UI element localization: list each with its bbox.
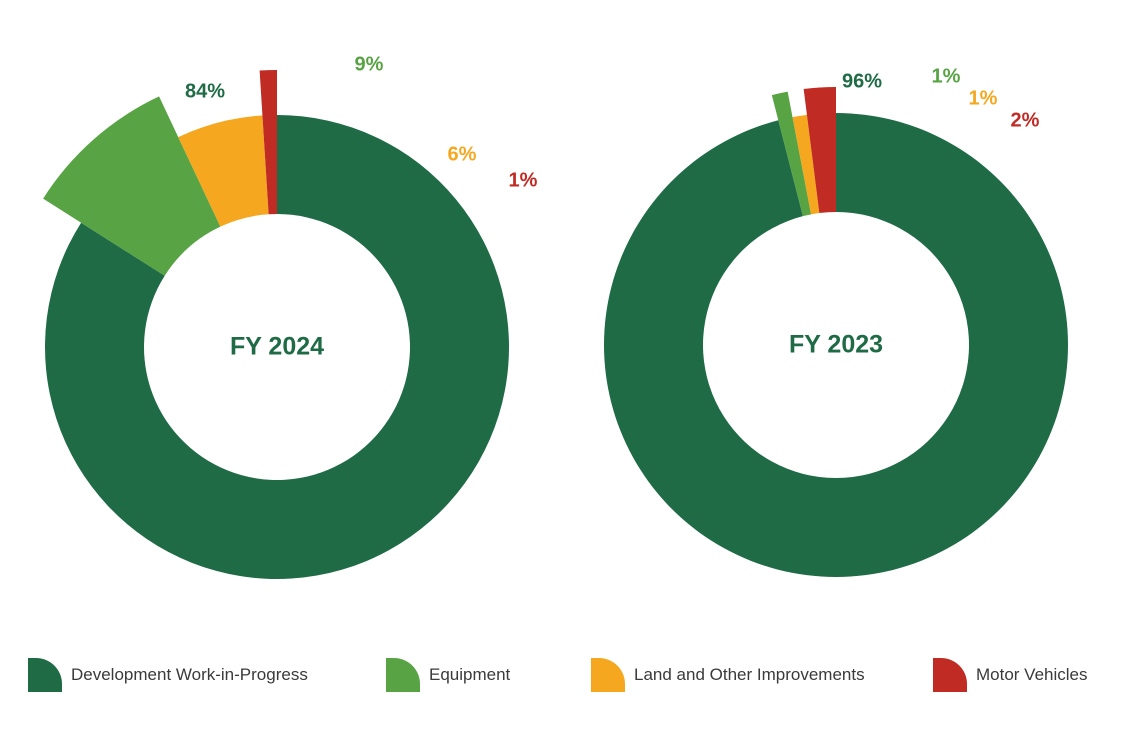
data-label-fy-2023-land-and-other-improvements: 1% [969, 87, 998, 109]
center-label-fy-2024: FY 2024 [230, 333, 324, 361]
legend-item-land-and-other-improvements: Land and Other Improvements [591, 658, 865, 692]
center-label-fy-2023: FY 2023 [789, 331, 883, 359]
slice-fy-2024-land-and-other-improvements [178, 115, 269, 227]
slice-fy-2023-land-and-other-improvements [792, 114, 820, 215]
data-label-fy-2023-development-work-in-progress: 96% [842, 70, 882, 92]
legend-item-motor-vehicles: Motor Vehicles [933, 658, 1088, 692]
donut-charts: 84% 9% 6% 1% FY 2024 96% 1% 1% 2% FY 2023 [43, 53, 1068, 579]
slice-fy-2024-motor-vehicles [259, 70, 277, 215]
data-label-fy-2024-motor-vehicles: 1% [509, 169, 538, 191]
data-label-fy-2023-motor-vehicles: 2% [1011, 109, 1040, 131]
slice-fy-2024-equipment [43, 96, 221, 276]
data-label-fy-2024-land-and-other-improvements: 6% [448, 143, 477, 165]
data-label-fy-2023-equipment: 1% [932, 65, 961, 87]
legend-swatch-land [591, 658, 625, 692]
legend-label-motor: Motor Vehicles [976, 665, 1088, 684]
legend-swatch-development [28, 658, 62, 692]
legend-swatch-equipment [386, 658, 420, 692]
legend-label-land: Land and Other Improvements [634, 665, 865, 684]
legend-label-development: Development Work-in-Progress [71, 665, 308, 684]
legend-swatch-motor [933, 658, 967, 692]
legend: Development Work-in-Progress Equipment L… [0, 658, 1122, 704]
legend-item-development-work-in-progress: Development Work-in-Progress [28, 658, 308, 692]
slice-fy-2023-equipment [771, 91, 812, 217]
legend-label-equipment: Equipment [429, 665, 511, 684]
slice-fy-2023-motor-vehicles [803, 87, 836, 214]
data-label-fy-2024-development-work-in-progress: 84% [185, 80, 225, 102]
data-label-fy-2024-equipment: 9% [355, 53, 384, 75]
legend-item-equipment: Equipment [386, 658, 510, 692]
slice-fy-2024-development-work-in-progress [44, 115, 510, 579]
slice-fy-2023-development-work-in-progress [604, 113, 1068, 578]
